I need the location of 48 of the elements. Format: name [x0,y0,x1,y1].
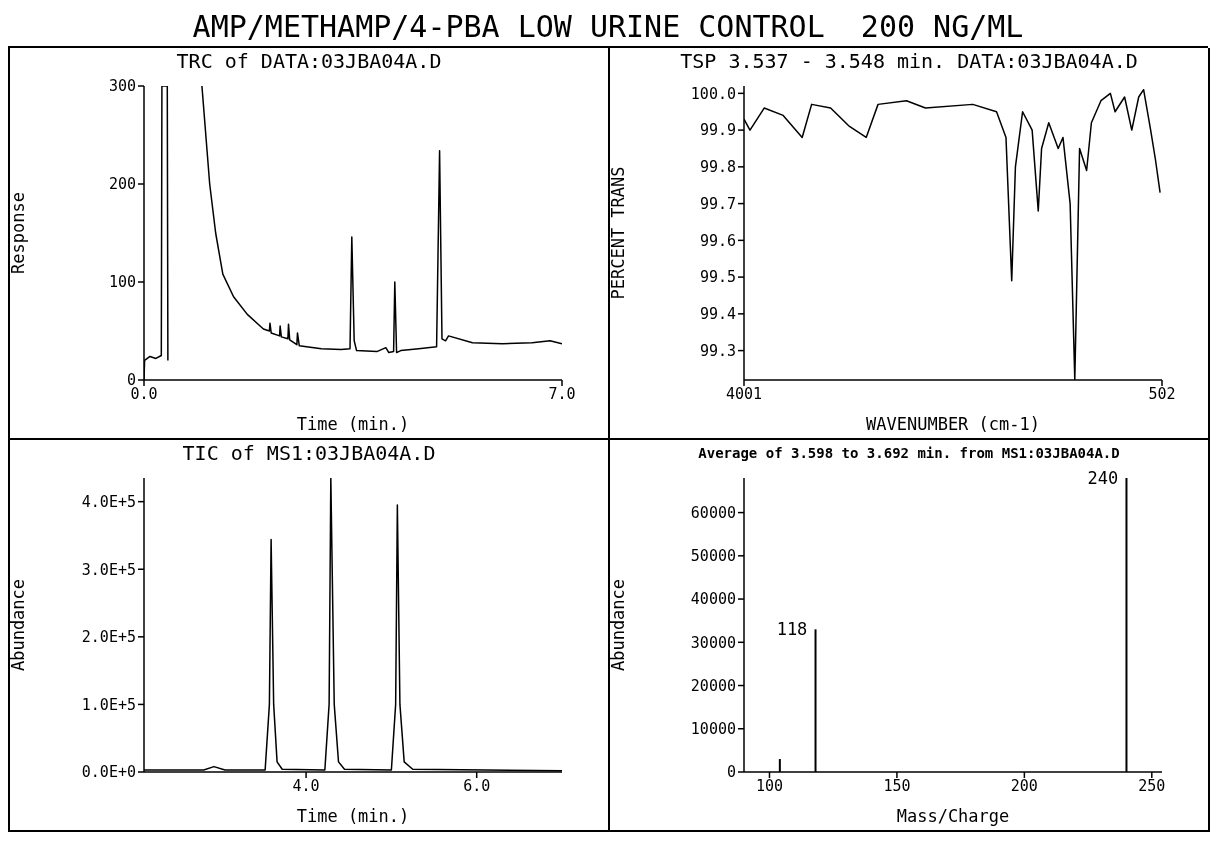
y-tick-label: 20000 [690,676,736,695]
y-axis-title: Abundance [608,578,629,672]
y-tick-label: 1.0E+5 [81,695,136,714]
y-tick-label: 10000 [690,720,736,739]
y-tick-label: 200 [108,175,136,194]
y-axis-title: Response [8,192,29,274]
y-tick-label: 0.0E+0 [81,763,136,782]
annotation: 240 [1087,468,1119,489]
chart-title: TRC of DATA:03JBA04A.D [175,48,443,74]
y-tick-label: 2.0E+5 [81,628,136,647]
x-tick-label: 4.0 [292,776,320,795]
x-axis-title: Time (min.) [296,806,410,826]
y-tick-label: 300 [108,77,136,96]
x-axis-title: Time (min.) [296,414,410,434]
x-tick-label: 100 [755,776,784,795]
y-tick-label: 99.5 [699,268,736,287]
y-axis-title: PERCENT TRANS [608,166,629,300]
y-axis-title: Abundance [8,578,29,672]
y-tick-label: 99.3 [699,341,736,360]
chart-title: Average of 3.598 to 3.692 min. from MS1:03JBA04A.D [697,444,1121,463]
x-axis-title: WAVENUMBER (cm-1) [866,414,1040,434]
x-tick-label: 250 [1138,776,1166,795]
y-tick-label: 0 [726,763,736,782]
y-tick-label: 3.0E+5 [81,560,136,579]
y-tick-label: 100 [108,273,136,292]
chart-title: TIC of MS1:03JBA04A.D [181,440,437,466]
x-axis-title: Mass/Charge [896,806,1010,826]
x-tick-label: 502 [1148,384,1176,403]
y-tick-label: 40000 [690,590,736,609]
annotation: 118 [776,619,808,640]
x-tick-label: 6.0 [463,776,491,795]
y-tick-label: 60000 [690,503,736,522]
x-tick-label: 0.0 [130,384,158,403]
x-tick-label: 150 [883,776,911,795]
y-tick-label: 100.0 [690,84,736,103]
text: AMP/METHAMP/4-PBA LOW URINE CONTROL 200 NG/ML [8,8,1208,48]
y-tick-label: 50000 [690,547,736,566]
y-tick-label: 99.4 [699,305,736,324]
y-tick-label: 30000 [690,633,736,652]
x-tick-label: 7.0 [548,384,576,403]
y-tick-label: 99.6 [699,231,736,250]
x-tick-label: 200 [1010,776,1038,795]
y-tick-label: 99.7 [699,194,736,213]
chart-title: TSP 3.537 - 3.548 min. DATA:03JBA04A.D [679,48,1139,74]
y-tick-label: 99.8 [699,158,736,177]
y-tick-label: 4.0E+5 [81,492,136,511]
y-tick-label: 99.9 [699,121,736,140]
x-tick-label: 4001 [725,384,763,403]
